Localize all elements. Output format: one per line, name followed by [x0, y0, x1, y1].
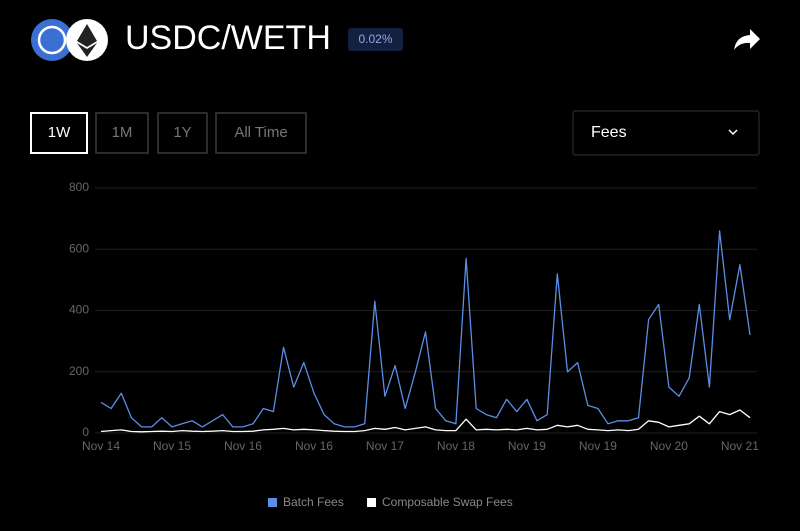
metric-dropdown[interactable] — [572, 110, 760, 156]
x-tick-label: Nov 19 — [579, 439, 617, 453]
range-label: 1Y — [173, 124, 191, 141]
x-tick-label: Nov 16 — [295, 439, 333, 453]
usdc-ring — [37, 25, 67, 55]
usdc-icon — [31, 19, 73, 61]
pair-title: USDC/WETH — [125, 19, 331, 57]
legend-label: Batch Fees — [283, 495, 344, 509]
y-tick-label: 600 — [69, 241, 89, 255]
share-button[interactable] — [734, 29, 760, 50]
legend-swatch — [367, 498, 376, 507]
range-label: 1M — [112, 124, 133, 141]
y-tick-label: 800 — [69, 180, 89, 194]
x-tick-label: Nov 14 — [82, 439, 120, 453]
range-button[interactable] — [30, 112, 88, 154]
range-label: All Time — [234, 124, 287, 141]
range-button[interactable] — [95, 112, 149, 154]
metric-label: Fees — [591, 124, 627, 141]
x-tick-label: Nov 15 — [153, 439, 191, 453]
x-tick-label: Nov 18 — [437, 439, 475, 453]
y-tick-label: 0 — [82, 425, 89, 439]
fee-tier: 0.02% — [358, 32, 392, 46]
fee-badge — [348, 28, 403, 51]
x-tick-label: Nov 20 — [650, 439, 688, 453]
x-tick-label: Nov 21 — [721, 439, 759, 453]
series-line — [100, 230, 751, 428]
range-button[interactable] — [215, 112, 307, 154]
chevron — [728, 129, 738, 136]
x-tick-label: Nov 16 — [224, 439, 262, 453]
range-label: 1W — [48, 124, 71, 141]
legend-label: Composable Swap Fees — [382, 495, 513, 509]
series-line — [100, 409, 751, 433]
x-tick-label: Nov 17 — [366, 439, 404, 453]
range-button[interactable] — [157, 112, 208, 154]
legend-swatch — [268, 498, 277, 507]
y-tick-label: 200 — [69, 364, 89, 378]
eth-logo — [77, 24, 97, 57]
y-tick-label: 400 — [69, 303, 89, 317]
x-tick-label: Nov 19 — [508, 439, 546, 453]
